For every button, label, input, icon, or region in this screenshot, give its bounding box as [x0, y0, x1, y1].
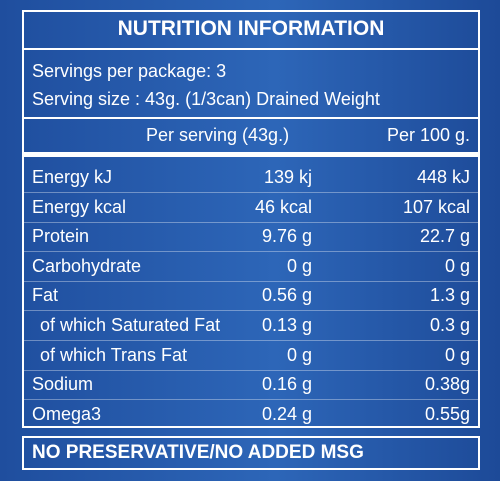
cell-value: 139 kj — [263, 167, 312, 187]
cell-value: 0.55g — [424, 403, 470, 424]
footer: NO PRESERVATIVE/NO ADDED MSG — [32, 442, 364, 463]
row-label: Energy kJ — [32, 167, 113, 187]
row-label: Sodium — [32, 374, 94, 395]
row-label: Omega3 — [32, 403, 102, 424]
cell-value: 0.13 g — [261, 315, 312, 335]
servings-line: Serving size : 43g. (1/3can) Drained Wei… — [32, 89, 380, 109]
row-divider — [22, 280, 480, 282]
label-border — [22, 10, 480, 428]
cell-value: 0.3 g — [429, 315, 470, 335]
row-divider — [22, 310, 480, 312]
cell-value: 9.76 g — [261, 226, 312, 247]
row-divider — [22, 369, 480, 371]
row-label: of which Saturated Fat — [40, 315, 221, 335]
cell-value: 0 g — [286, 344, 312, 365]
title: NUTRITION INFORMATION — [117, 17, 385, 40]
row-label: Energy kcal — [32, 196, 127, 217]
cell-value: 0.24 g — [261, 403, 312, 424]
row-divider — [22, 340, 480, 341]
divider — [22, 117, 480, 119]
cell-value: 1.3 g — [429, 285, 470, 306]
cell-value: 0 g — [444, 344, 470, 365]
row-label: Carbohydrate — [32, 255, 142, 276]
cell-value: 22.7 g — [419, 226, 470, 247]
cell-value: 0.56 g — [261, 285, 312, 306]
cell-value: 0.38g — [424, 374, 470, 395]
cell-value: 0.16 g — [261, 374, 312, 395]
cell-value: 448 kJ — [416, 167, 470, 187]
row-divider — [22, 192, 480, 193]
row-divider — [22, 399, 480, 401]
cell-value: 107 kcal — [402, 196, 470, 217]
row-divider — [22, 221, 480, 223]
servings-line: Servings per package: 3 — [32, 61, 227, 81]
row-divider — [22, 251, 480, 253]
column-header: Per 100 g. — [386, 125, 470, 145]
column-header: Per serving (43g.) — [146, 125, 290, 145]
row-label: Protein — [32, 226, 90, 247]
cell-value: 46 kcal — [254, 196, 312, 217]
cell-value: 0 g — [444, 255, 470, 276]
divider — [22, 48, 480, 50]
cell-value: 0 g — [286, 255, 312, 276]
divider-thick — [22, 152, 480, 157]
row-label: Fat — [32, 285, 59, 306]
footer-box — [22, 436, 480, 470]
row-label: of which Trans Fat — [40, 344, 188, 365]
